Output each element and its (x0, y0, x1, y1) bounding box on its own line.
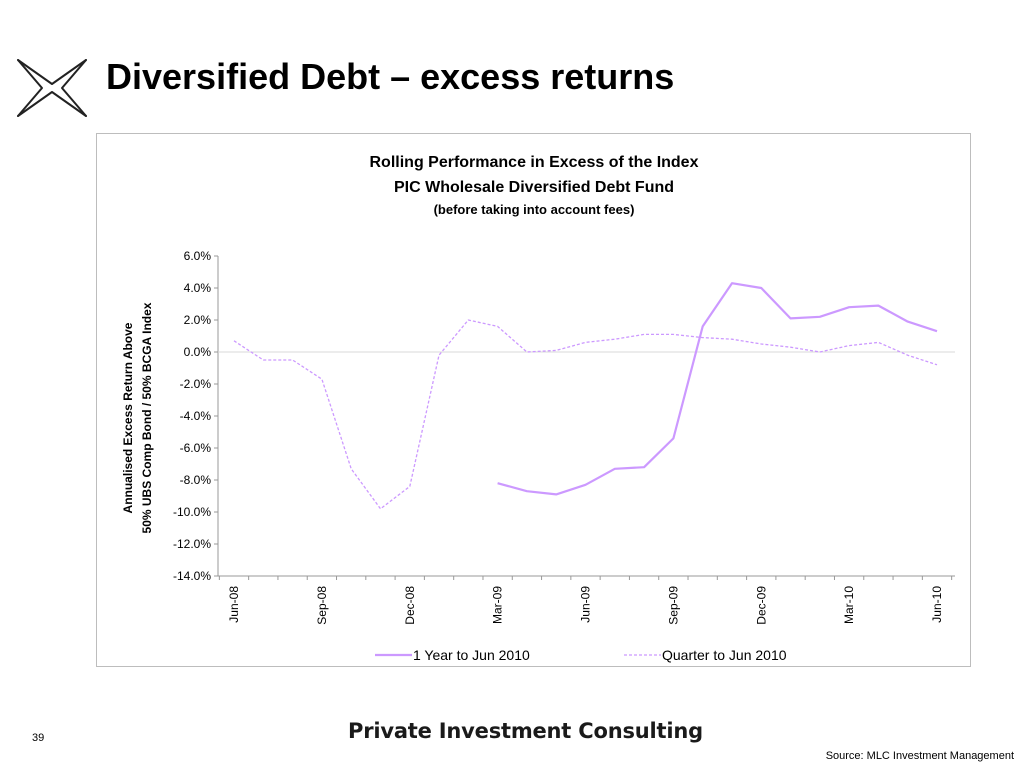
x-tick-label: Jun-10 (930, 586, 944, 623)
x-tick-label: Mar-09 (491, 586, 505, 624)
legend-label-2: Quarter to Jun 2010 (662, 647, 787, 663)
y-axis-label-line-1: Annualised Excess Return Above (121, 322, 135, 513)
y-tick-label: -8.0% (180, 473, 212, 487)
x-tick-label: Jun-09 (579, 586, 593, 623)
source-note: Source: MLC Investment Management (825, 750, 1014, 762)
chart-title-line-2: PIC Wholesale Diversified Debt Fund (394, 179, 674, 196)
series-line-2 (233, 319, 938, 510)
y-tick-label: -10.0% (173, 505, 211, 519)
y-axis-label-line-2: 50% UBS Comp Bond / 50% BCGA Index (140, 302, 154, 533)
slide-number: 39 (32, 732, 45, 744)
brand-name: Private Investment Consulting (348, 719, 703, 743)
chart-frame: Rolling Performance in Excess of the Ind… (96, 133, 971, 667)
y-tick-label: -4.0% (180, 409, 212, 423)
x-logo-icon (17, 59, 87, 117)
y-tick-label: 6.0% (184, 249, 212, 263)
x-tick-label: Jun-08 (227, 586, 241, 623)
legend-label-1: 1 Year to Jun 2010 (413, 647, 530, 663)
y-tick-label: -6.0% (180, 441, 212, 455)
x-tick-label: Sep-09 (666, 586, 680, 625)
page-title: Diversified Debt – excess returns (106, 56, 675, 97)
y-tick-label: -2.0% (180, 377, 212, 391)
x-tick-label: Sep-08 (315, 586, 329, 625)
y-tick-label: 4.0% (184, 281, 212, 295)
series-line-1 (497, 282, 938, 496)
x-tick-label: Mar-10 (842, 586, 856, 624)
excess-return-chart: Rolling Performance in Excess of the Ind… (121, 154, 955, 663)
x-tick-label: Dec-09 (754, 586, 768, 625)
y-tick-label: 0.0% (184, 345, 212, 359)
y-tick-label: 2.0% (184, 313, 212, 327)
x-tick-label: Dec-08 (403, 586, 417, 625)
chart-title-line-3: (before taking into account fees) (434, 202, 635, 217)
chart-title-line-1: Rolling Performance in Excess of the Ind… (370, 154, 699, 171)
y-tick-label: -12.0% (173, 537, 211, 551)
y-tick-label: -14.0% (173, 569, 211, 583)
